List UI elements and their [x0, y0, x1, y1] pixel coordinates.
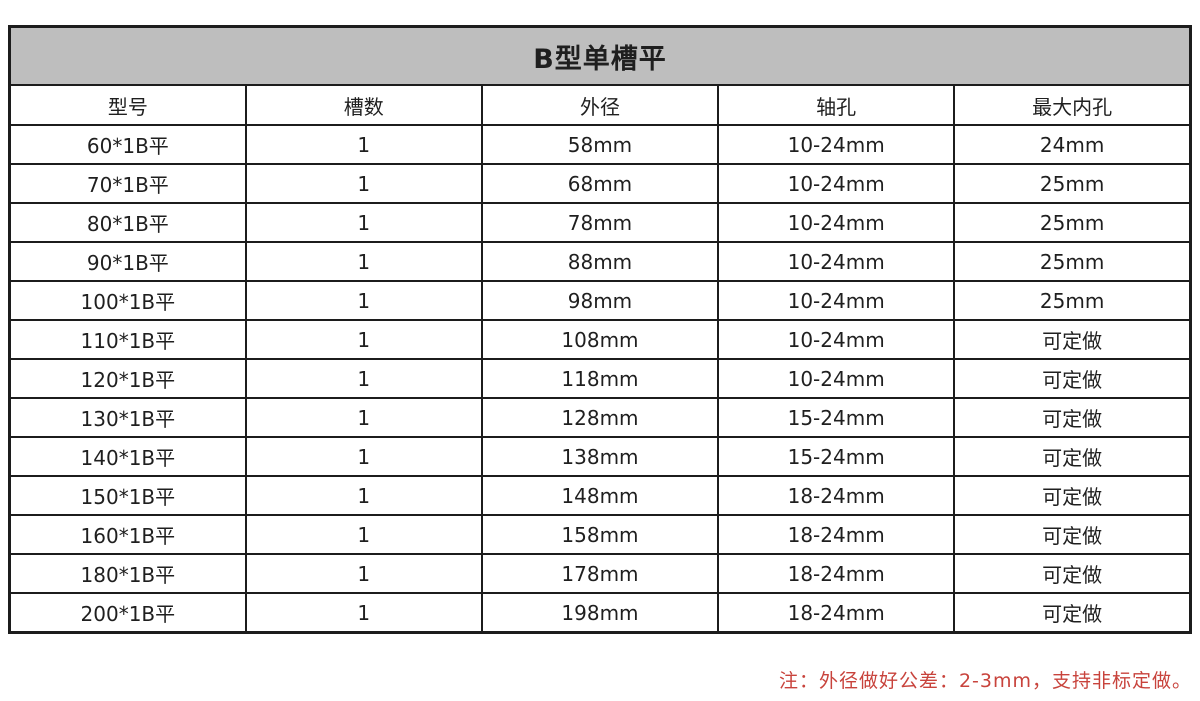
table-cell: 18-24mm — [717, 553, 956, 594]
table-cell: 60*1B平 — [8, 124, 247, 165]
table-cell: 10-24mm — [717, 358, 956, 399]
table-cell: 158mm — [480, 514, 720, 555]
table-row: 130*1B平 1 128mm 15-24mm 可定做 — [8, 397, 1192, 438]
table-cell: 10-24mm — [717, 124, 956, 165]
table-body: 60*1B平 1 58mm 10-24mm 24mm 70*1B平 1 68mm 10-24mm… — [8, 124, 1192, 634]
table-row: 70*1B平 1 68mm 10-24mm 25mm — [8, 163, 1192, 204]
title-row: B型单槽平 — [8, 25, 1192, 86]
table-row: 110*1B平 1 108mm 10-24mm 可定做 — [8, 319, 1192, 360]
footnote: 注：外径做好公差：2-3mm，支持非标定做。 — [778, 670, 1192, 692]
table-cell: 1 — [244, 124, 483, 165]
table-cell: 78mm — [480, 202, 720, 243]
table-cell: 25mm — [953, 163, 1192, 204]
column-header-2: 外径 — [480, 84, 720, 126]
table-cell: 可定做 — [953, 319, 1192, 360]
table-cell: 58mm — [480, 124, 720, 165]
table-cell: 68mm — [480, 163, 720, 204]
table-cell: 138mm — [480, 436, 720, 477]
table-cell: 可定做 — [953, 358, 1192, 399]
table-cell: 10-24mm — [717, 202, 956, 243]
table-cell: 1 — [244, 592, 483, 634]
table-cell: 10-24mm — [717, 241, 956, 282]
table-cell: 128mm — [480, 397, 720, 438]
table-cell: 180*1B平 — [8, 553, 247, 594]
table-cell: 118mm — [480, 358, 720, 399]
table-cell: 70*1B平 — [8, 163, 247, 204]
table-cell: 可定做 — [953, 514, 1192, 555]
table-cell: 15-24mm — [717, 436, 956, 477]
table-cell: 1 — [244, 163, 483, 204]
table-row: 80*1B平 1 78mm 10-24mm 25mm — [8, 202, 1192, 243]
table-cell: 88mm — [480, 241, 720, 282]
table-row: 200*1B平 1 198mm 18-24mm 可定做 — [8, 592, 1192, 634]
table-cell: 108mm — [480, 319, 720, 360]
table-cell: 1 — [244, 358, 483, 399]
table-cell: 148mm — [480, 475, 720, 516]
table-cell: 1 — [244, 436, 483, 477]
table-cell: 1 — [244, 475, 483, 516]
table-cell: 18-24mm — [717, 475, 956, 516]
table-row: 120*1B平 1 118mm 10-24mm 可定做 — [8, 358, 1192, 399]
table-cell: 1 — [244, 241, 483, 282]
table-cell: 15-24mm — [717, 397, 956, 438]
table-row: 90*1B平 1 88mm 10-24mm 25mm — [8, 241, 1192, 282]
table-cell: 10-24mm — [717, 319, 956, 360]
table-row: 140*1B平 1 138mm 15-24mm 可定做 — [8, 436, 1192, 477]
table-row: 100*1B平 1 98mm 10-24mm 25mm — [8, 280, 1192, 321]
table-cell: 98mm — [480, 280, 720, 321]
table-cell: 90*1B平 — [8, 241, 247, 282]
column-header-0: 型号 — [8, 84, 247, 126]
table-cell: 80*1B平 — [8, 202, 247, 243]
table-cell: 1 — [244, 280, 483, 321]
table-row: 150*1B平 1 148mm 18-24mm 可定做 — [8, 475, 1192, 516]
table-cell: 130*1B平 — [8, 397, 247, 438]
table-cell: 可定做 — [953, 592, 1192, 634]
table-cell: 18-24mm — [717, 592, 956, 634]
table-cell: 198mm — [480, 592, 720, 634]
table-cell: 1 — [244, 514, 483, 555]
table-cell: 160*1B平 — [8, 514, 247, 555]
table-cell: 10-24mm — [717, 163, 956, 204]
table-cell: 可定做 — [953, 475, 1192, 516]
column-header-3: 轴孔 — [717, 84, 956, 126]
table-cell: 1 — [244, 553, 483, 594]
table-cell: 1 — [244, 397, 483, 438]
table-cell: 18-24mm — [717, 514, 956, 555]
table-title: B型单槽平 — [8, 25, 1192, 86]
table-cell: 1 — [244, 202, 483, 243]
table-cell: 178mm — [480, 553, 720, 594]
column-header-row: 型号 槽数 外径 轴孔 最大内孔 — [8, 84, 1192, 126]
table-cell: 110*1B平 — [8, 319, 247, 360]
table-cell: 25mm — [953, 280, 1192, 321]
table-cell: 140*1B平 — [8, 436, 247, 477]
table-cell: 25mm — [953, 202, 1192, 243]
table-cell: 100*1B平 — [8, 280, 247, 321]
table-cell: 10-24mm — [717, 280, 956, 321]
table-cell: 24mm — [953, 124, 1192, 165]
table-row: 160*1B平 1 158mm 18-24mm 可定做 — [8, 514, 1192, 555]
table-cell: 可定做 — [953, 397, 1192, 438]
table-row: 60*1B平 1 58mm 10-24mm 24mm — [8, 124, 1192, 165]
table-cell: 1 — [244, 319, 483, 360]
column-header-1: 槽数 — [244, 84, 483, 126]
table-cell: 120*1B平 — [8, 358, 247, 399]
table-cell: 25mm — [953, 241, 1192, 282]
table-cell: 150*1B平 — [8, 475, 247, 516]
spec-table: B型单槽平 型号 槽数 外径 轴孔 最大内孔 60*1B平 1 58mm 10-24mm 24m… — [8, 25, 1192, 634]
table-cell: 可定做 — [953, 436, 1192, 477]
table-cell: 可定做 — [953, 553, 1192, 594]
column-header-4: 最大内孔 — [953, 84, 1192, 126]
table-cell: 200*1B平 — [8, 592, 247, 634]
table-row: 180*1B平 1 178mm 18-24mm 可定做 — [8, 553, 1192, 594]
